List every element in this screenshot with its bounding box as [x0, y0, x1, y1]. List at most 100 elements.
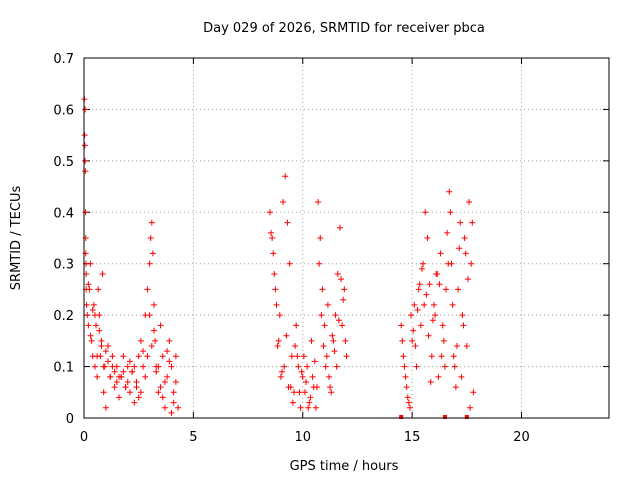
data-point	[291, 389, 297, 396]
data-point	[312, 404, 319, 411]
data-point	[94, 373, 101, 380]
data-point	[93, 322, 100, 329]
data-point	[102, 348, 109, 355]
data-point	[399, 337, 406, 344]
data-point	[142, 373, 149, 380]
data-point	[324, 301, 331, 308]
data-point	[309, 373, 316, 380]
data-point	[421, 301, 428, 308]
data-point	[100, 389, 107, 396]
data-point	[140, 348, 147, 355]
data-point	[126, 389, 133, 396]
data-point	[332, 312, 339, 319]
data-point	[276, 312, 283, 319]
data-point	[411, 301, 418, 308]
y-tick-label: 0.3	[53, 258, 74, 273]
data-point	[124, 363, 131, 370]
data-point	[457, 219, 464, 226]
data-point	[161, 404, 168, 411]
data-point	[144, 353, 151, 360]
data-point	[412, 343, 419, 349]
data-point	[438, 353, 445, 360]
data-point	[333, 363, 340, 370]
data-point	[272, 286, 279, 293]
data-point	[436, 281, 443, 288]
data-point	[307, 394, 314, 401]
data-point	[116, 373, 122, 380]
data-point	[131, 399, 138, 406]
data-point	[105, 343, 112, 349]
data-point	[91, 312, 98, 319]
data-point	[297, 404, 304, 411]
data-point	[81, 142, 88, 149]
data-point	[129, 368, 136, 375]
data-point	[120, 353, 127, 360]
data-point	[416, 281, 423, 288]
data-point	[458, 373, 465, 380]
chart-title: Day 029 of 2026, SRMTID for receiver pbc…	[203, 21, 485, 36]
data-point	[327, 384, 334, 391]
data-point	[469, 219, 476, 226]
data-point	[266, 209, 273, 216]
data-point	[434, 271, 441, 277]
data-point	[146, 312, 153, 319]
data-point	[153, 368, 160, 375]
data-point	[298, 368, 305, 375]
data-point	[152, 337, 159, 344]
data-point	[432, 312, 439, 319]
data-point	[427, 379, 434, 385]
data-point	[283, 332, 290, 339]
data-point	[408, 312, 415, 319]
data-point	[450, 353, 457, 360]
data-point	[463, 343, 470, 349]
data-point	[461, 235, 468, 241]
data-point	[111, 384, 118, 391]
data-point	[131, 363, 138, 370]
data-point	[308, 337, 315, 344]
y-axis-label: SRMTID / TECUs	[9, 186, 24, 291]
data-point	[87, 332, 94, 339]
data-point	[133, 384, 140, 391]
data-point	[126, 358, 133, 365]
data-point	[451, 363, 458, 370]
data-point	[295, 363, 302, 370]
data-point	[423, 291, 430, 298]
data-point	[331, 348, 338, 355]
data-point	[269, 235, 276, 241]
data-point	[87, 260, 94, 267]
data-point	[95, 286, 102, 293]
data-point	[460, 322, 467, 329]
data-point	[94, 353, 101, 360]
x-tick-label: 20	[513, 430, 530, 445]
data-point	[410, 327, 417, 334]
data-points	[81, 96, 477, 419]
data-point	[102, 404, 109, 411]
data-point	[111, 368, 118, 375]
data-point	[329, 332, 336, 339]
data-point	[417, 322, 424, 329]
data-point	[164, 373, 171, 380]
data-point	[441, 363, 448, 370]
data-point	[468, 260, 475, 267]
data-point	[462, 250, 469, 257]
data-point	[113, 379, 120, 385]
y-tick-label: 0.2	[53, 309, 74, 324]
data-point	[170, 389, 177, 396]
data-point	[319, 286, 326, 293]
data-point	[415, 286, 422, 293]
data-point	[146, 260, 153, 267]
data-point	[335, 317, 342, 324]
data-point	[81, 132, 88, 139]
data-point	[318, 312, 325, 319]
data-point	[339, 322, 346, 329]
data-point	[164, 348, 171, 355]
data-point	[449, 301, 456, 308]
data-point	[321, 322, 328, 329]
data-point	[147, 235, 154, 241]
data-point	[274, 343, 281, 349]
data-point	[151, 301, 157, 308]
x-axis-label: GPS time / hours	[290, 459, 399, 474]
data-point	[270, 250, 277, 257]
data-point	[109, 353, 116, 360]
data-point	[323, 353, 330, 360]
